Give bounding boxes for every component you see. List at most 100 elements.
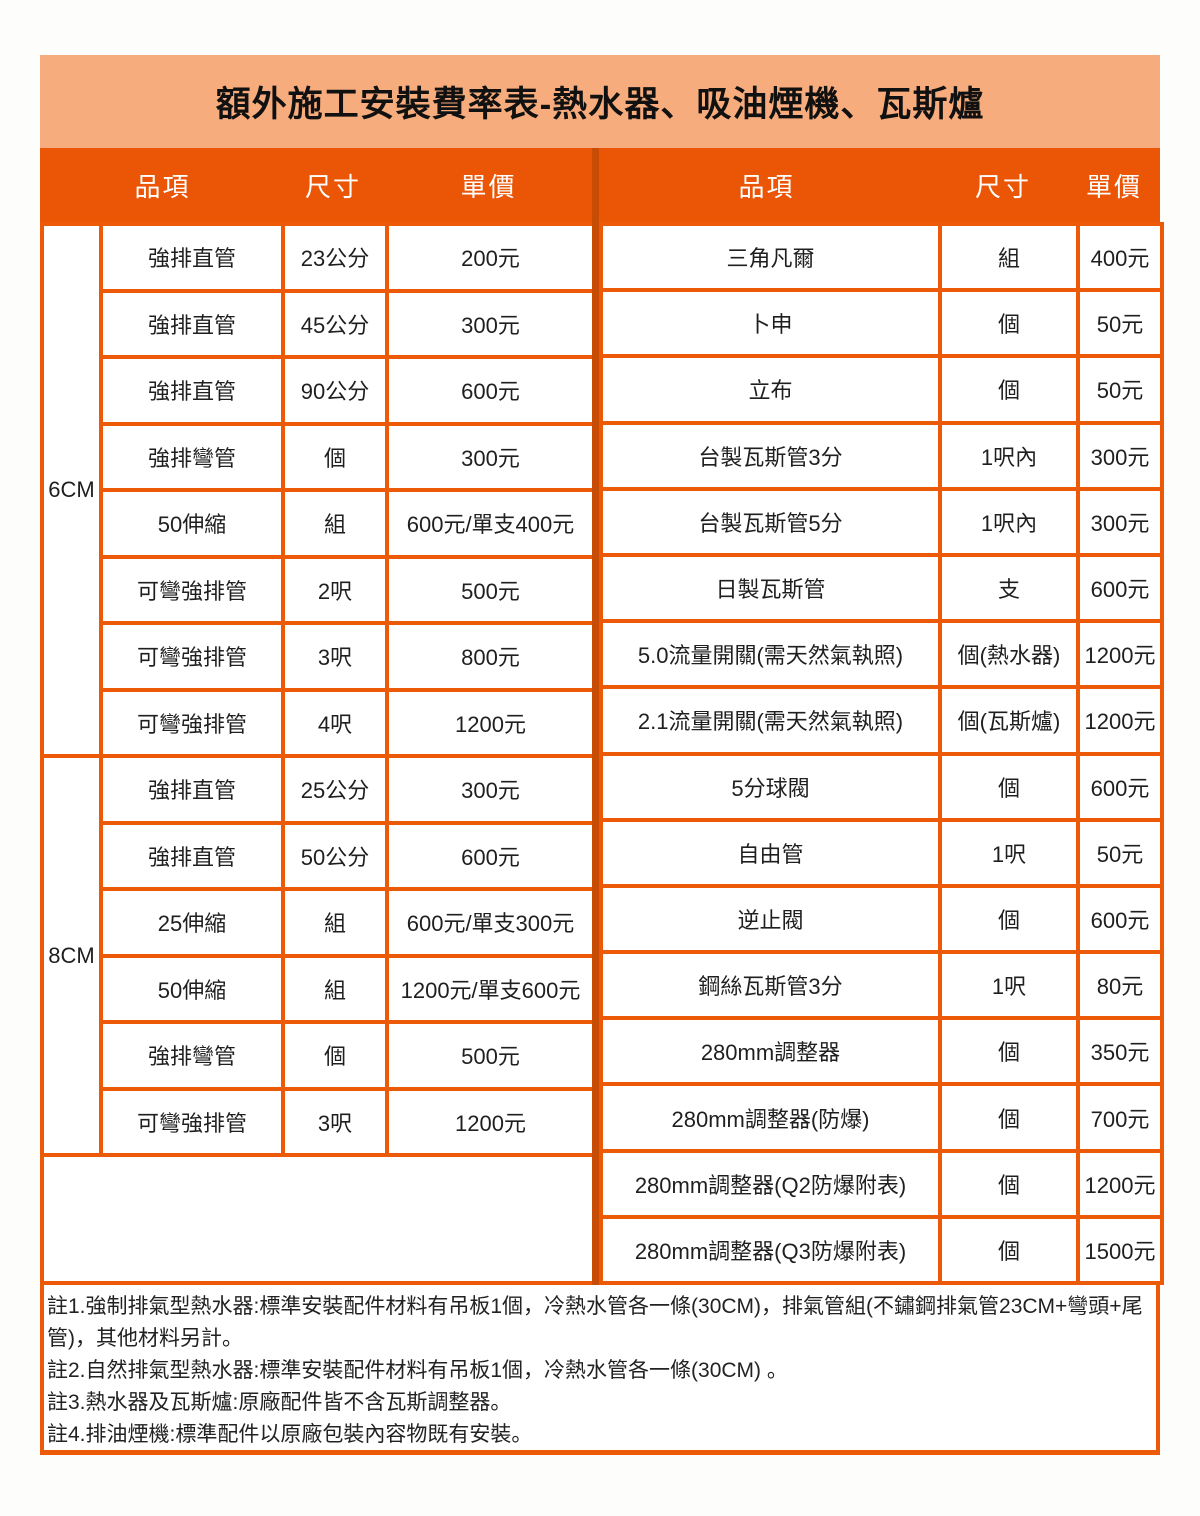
left-table-body: 6CM 強排直管 23公分 200元 強排直管 45公分 300元 強排直管 90公分 600元強… bbox=[40, 222, 596, 1285]
price-cell: 400元 bbox=[1076, 221, 1164, 293]
item-cell: 逆止閥 bbox=[599, 883, 942, 955]
item-cell: 可彎強排管 bbox=[99, 554, 285, 625]
item-cell: 自由管 bbox=[599, 817, 942, 888]
table-row: 強排彎管個 500元 bbox=[42, 1020, 596, 1091]
price-cell: 600元 bbox=[1076, 552, 1164, 624]
table-row: 可彎強排管 4呎 1200元 bbox=[42, 687, 596, 758]
table-row: 強排直管 50公分 600元 bbox=[42, 820, 596, 891]
item-cell: 台製瓦斯管3分 bbox=[599, 420, 942, 491]
table-row: 280mm調整器(Q2防爆附表) 個 1200元 bbox=[599, 1148, 1164, 1219]
table-row: 2.1流量開關(需天然氣執照) 個(瓦斯爐) 1200元 bbox=[599, 685, 1164, 756]
price-cell: 1200元 bbox=[1076, 685, 1164, 756]
notes: 註1.強制排氣型熱水器:標準安裝配件材料有吊板1個，冷熱水管各一條(30CM)，… bbox=[40, 1285, 1160, 1455]
table-row: 強排直管 90公分 600元 bbox=[42, 355, 596, 426]
size-cell: 4呎 bbox=[281, 687, 389, 758]
item-cell: 強排直管 bbox=[99, 355, 285, 426]
price-cell: 600元 bbox=[385, 355, 596, 426]
item-cell: 50伸縮 bbox=[99, 488, 285, 559]
table-row: 280mm調整器(防爆) 個 700元 bbox=[599, 1082, 1164, 1153]
price-cell: 50元 bbox=[1076, 354, 1164, 425]
table-row: 強排直管 45公分 300元 bbox=[42, 288, 596, 359]
table-row: 5分球閥個 600元 bbox=[599, 751, 1164, 822]
note-line: 註3.熱水器及瓦斯爐:原廠配件皆不含瓦斯調整器。 bbox=[47, 1390, 512, 1414]
size-cell: 45公分 bbox=[281, 288, 389, 359]
price-cell: 1500元 bbox=[1076, 1214, 1164, 1286]
header-price-right: 單價 bbox=[1085, 171, 1142, 202]
left-table: 6CM 強排直管 23公分 200元 強排直管 45公分 300元 強排直管 90公分 600元強… bbox=[40, 222, 596, 1285]
price-cell: 200元 bbox=[385, 222, 596, 293]
size-cell: 組 bbox=[281, 887, 389, 958]
price-cell: 300元 bbox=[385, 421, 596, 492]
item-cell: 強排直管 bbox=[99, 222, 285, 293]
table-row: 280mm調整器(Q3防爆附表) 個 1500元 bbox=[599, 1214, 1164, 1286]
item-cell: 可彎強排管 bbox=[99, 687, 285, 758]
price-cell: 1200元 bbox=[1076, 1148, 1164, 1219]
price-cell: 1200元 bbox=[385, 1086, 596, 1157]
table-row: 可彎強排管 2呎 500元 bbox=[42, 554, 596, 625]
table-row: 日製瓦斯管支 600元 bbox=[599, 552, 1164, 624]
size-cell: 個 bbox=[938, 1148, 1080, 1219]
price-cell: 700元 bbox=[1076, 1082, 1164, 1153]
table-row: 鋼絲瓦斯管3分 1呎 80元 bbox=[599, 950, 1164, 1021]
size-cell: 90公分 bbox=[281, 355, 389, 426]
size-cell: 個 bbox=[281, 421, 389, 492]
size-cell: 個(熱水器) bbox=[938, 619, 1080, 690]
table-row: 台製瓦斯管5分 1呎內 300元 bbox=[599, 486, 1164, 557]
item-cell: 280mm調整器(Q2防爆附表) bbox=[599, 1148, 942, 1219]
table-header: 品項 尺寸 單價 品項 尺寸 單價 bbox=[40, 148, 1160, 222]
price-cell: 500元 bbox=[385, 1020, 596, 1091]
table-row: 自由管 1呎 50元 bbox=[599, 817, 1164, 888]
size-cell: 個 bbox=[938, 354, 1080, 425]
price-cell: 80元 bbox=[1076, 950, 1164, 1021]
header-price-left: 單價 bbox=[460, 171, 517, 202]
size-cell: 23公分 bbox=[281, 222, 389, 293]
item-cell: 強排直管 bbox=[99, 754, 285, 825]
size-cell: 個 bbox=[938, 751, 1080, 822]
table-row: 5.0流量開關(需天然氣執照) 個(熱水器) 1200元 bbox=[599, 619, 1164, 690]
size-cell: 1呎 bbox=[938, 950, 1080, 1021]
item-cell: 可彎強排管 bbox=[99, 1086, 285, 1157]
item-cell: 日製瓦斯管 bbox=[599, 552, 942, 624]
price-cell: 1200元/單支600元 bbox=[385, 953, 596, 1024]
item-cell: 50伸縮 bbox=[99, 953, 285, 1024]
table-row: 6CM 強排直管 23公分 200元 bbox=[40, 222, 596, 758]
item-cell: 25伸縮 bbox=[99, 887, 285, 958]
empty-merged-cell bbox=[40, 1153, 596, 1285]
size-cell: 個(瓦斯爐) bbox=[938, 685, 1080, 756]
price-cell: 500元 bbox=[385, 554, 596, 625]
table-row: 50伸縮組 600元/單支400元 bbox=[42, 488, 596, 559]
size-cell: 50公分 bbox=[281, 820, 389, 891]
note-line: 註1.強制排氣型熱水器:標準安裝配件材料有吊板1個，冷熱水管各一條(30CM)，… bbox=[47, 1295, 1143, 1350]
price-cell: 300元 bbox=[1076, 420, 1164, 491]
size-cell: 個 bbox=[938, 1082, 1080, 1153]
table-row: 可彎強排管 3呎 1200元 bbox=[42, 1086, 596, 1157]
price-cell: 600元 bbox=[385, 820, 596, 891]
table-row: 可彎強排管 3呎 800元 bbox=[42, 621, 596, 692]
size-cell: 個 bbox=[938, 883, 1080, 955]
table-row: 逆止閥個 600元 bbox=[599, 883, 1164, 955]
price-cell: 300元 bbox=[385, 288, 596, 359]
price-cell: 300元 bbox=[1076, 486, 1164, 557]
price-cell: 600元/單支300元 bbox=[385, 887, 596, 958]
table-row: 強排彎管個 300元 bbox=[42, 421, 596, 492]
item-cell: 強排彎管 bbox=[99, 421, 285, 492]
item-cell: 280mm調整器(Q3防爆附表) bbox=[599, 1214, 942, 1286]
size-cell: 1呎內 bbox=[938, 420, 1080, 491]
header-item-left: 品項 bbox=[134, 171, 191, 202]
item-cell: 280mm調整器 bbox=[599, 1016, 942, 1087]
item-cell: 台製瓦斯管5分 bbox=[599, 486, 942, 557]
page-title: 額外施工安裝費率表-熱水器、吸油煙機、瓦斯爐 bbox=[40, 55, 1160, 148]
price-cell: 600元 bbox=[1076, 883, 1164, 955]
header-size-right: 尺寸 bbox=[974, 171, 1031, 202]
size-cell: 3呎 bbox=[281, 1086, 389, 1157]
group-label: 8CM bbox=[40, 754, 103, 1157]
item-cell: 可彎強排管 bbox=[99, 621, 285, 692]
table-row: 8CM 強排直管 25公分 300元 bbox=[40, 754, 596, 1157]
item-cell: 卜申 bbox=[599, 288, 942, 359]
price-cell: 600元/單支400元 bbox=[385, 488, 596, 559]
size-cell: 個 bbox=[281, 1020, 389, 1091]
fee-table-frame: 品項 尺寸 單價 品項 尺寸 單價 6CM 強排直管 23公分 200元 強排直管 45公… bbox=[40, 148, 1164, 1455]
table-row: 25伸縮組 600元/單支300元 bbox=[42, 887, 596, 958]
table-row: 280mm調整器個 350元 bbox=[599, 1016, 1164, 1087]
